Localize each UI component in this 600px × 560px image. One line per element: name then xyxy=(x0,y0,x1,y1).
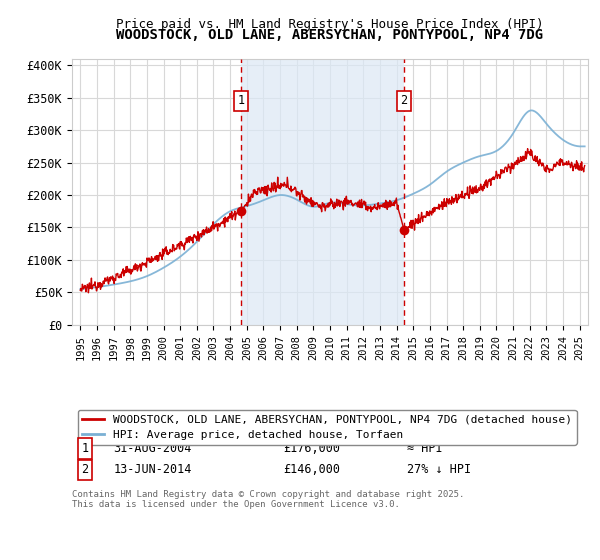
Text: 1: 1 xyxy=(82,442,88,455)
Text: £146,000: £146,000 xyxy=(284,463,341,476)
Title: Price paid vs. HM Land Registry's House Price Index (HPI): Price paid vs. HM Land Registry's House … xyxy=(116,18,544,31)
Text: 31-AUG-2004: 31-AUG-2004 xyxy=(113,442,191,455)
Text: ≈ HPI: ≈ HPI xyxy=(407,442,443,455)
Text: 27% ↓ HPI: 27% ↓ HPI xyxy=(407,463,472,476)
Text: £176,000: £176,000 xyxy=(284,442,341,455)
Bar xyxy=(241,59,404,325)
Text: 2: 2 xyxy=(401,95,407,108)
Text: 1: 1 xyxy=(238,95,245,108)
Text: WOODSTOCK, OLD LANE, ABERSYCHAN, PONTYPOOL, NP4 7DG: WOODSTOCK, OLD LANE, ABERSYCHAN, PONTYPO… xyxy=(116,27,544,41)
Text: 2: 2 xyxy=(82,463,88,476)
Text: 13-JUN-2014: 13-JUN-2014 xyxy=(113,463,191,476)
Legend: WOODSTOCK, OLD LANE, ABERSYCHAN, PONTYPOOL, NP4 7DG (detached house), HPI: Avera: WOODSTOCK, OLD LANE, ABERSYCHAN, PONTYPO… xyxy=(77,410,577,445)
Text: Contains HM Land Registry data © Crown copyright and database right 2025.
This d: Contains HM Land Registry data © Crown c… xyxy=(72,489,464,509)
